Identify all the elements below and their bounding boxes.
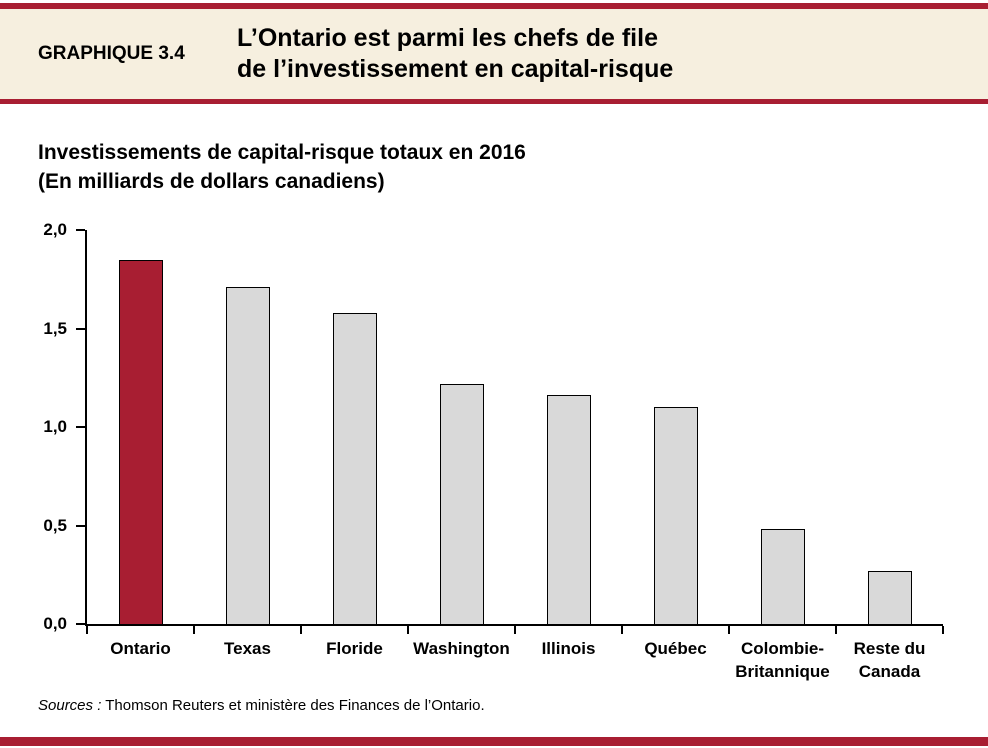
bar-colombie-britannique: [760, 529, 805, 624]
x-axis-label-texas: Texas: [224, 639, 271, 658]
y-axis-tick-label: 1,0: [43, 417, 67, 436]
x-axis-label-floride: Floride: [326, 639, 383, 658]
y-axis-tick: [76, 524, 85, 527]
page-bottom-rule: [0, 737, 988, 746]
figure-title-line1: L’Ontario est parmi les chefs de file: [237, 24, 658, 52]
y-axis-tick-label: 2,0: [43, 220, 67, 239]
bar-reste-du-canada: [867, 570, 912, 624]
x-axis-label-washington: Washington: [413, 639, 510, 658]
header-top-rule: [0, 3, 988, 9]
y-axis-tick: [76, 623, 85, 625]
bar-illinois: [546, 395, 591, 624]
y-axis-tick: [76, 327, 85, 330]
source-text: Thomson Reuters et ministère des Finance…: [101, 697, 485, 714]
x-axis-tick: [835, 626, 837, 634]
x-axis-label-quebec: Québec: [644, 639, 707, 658]
chart-subtitle-line1: Investissements de capital-risque totaux…: [38, 141, 526, 164]
header-band: GRAPHIQUE 3.4 L’Ontario est parmi les ch…: [0, 9, 988, 99]
x-axis-label-ontario: Ontario: [110, 639, 171, 658]
x-axis-tick: [728, 626, 730, 634]
source-note: Sources : Thomson Reuters et ministère d…: [38, 697, 485, 714]
chart-subtitle: Investissements de capital-risque totaux…: [38, 138, 526, 196]
x-axis-label-colombie-britannique: Colombie- Britannique: [735, 639, 830, 681]
x-axis-label-illinois: Illinois: [541, 639, 596, 658]
y-axis-tick-label: 1,5: [43, 318, 67, 338]
figure-title-line2: de l’investissement en capital-risque: [237, 55, 674, 83]
x-axis-tick: [942, 626, 944, 634]
bar-washington: [439, 383, 484, 624]
y-axis-tick-label: 0,5: [43, 515, 67, 535]
y-axis-tick-label: 0,0: [43, 614, 67, 633]
plot-area: 0,0 0,5 1,0 1,5 2,0 Ontario Texas Floride Washin…: [43, 220, 944, 681]
bar-floride: [332, 312, 377, 624]
x-axis-tick: [86, 626, 88, 634]
y-axis-tick: [76, 229, 85, 231]
figure-title: L’Ontario est parmi les chefs de file de…: [237, 23, 673, 85]
x-axis-label-reste-du-canada: Reste du Canada: [853, 639, 926, 681]
source-label: Sources :: [38, 697, 102, 714]
x-axis-tick: [621, 626, 623, 634]
figure-header: GRAPHIQUE 3.4 L’Ontario est parmi les ch…: [0, 3, 988, 104]
header-bottom-rule: [0, 99, 988, 104]
chart-subtitle-line2: (En milliards de dollars canadiens): [38, 170, 385, 193]
x-axis-tick: [407, 626, 409, 634]
x-axis-tick: [300, 626, 302, 634]
bar-quebec: [653, 407, 698, 624]
bar-texas: [225, 287, 270, 624]
y-axis-tick: [76, 426, 85, 428]
x-axis-tick: [193, 626, 195, 634]
figure-number: GRAPHIQUE 3.4: [38, 43, 185, 64]
bar-ontario: [118, 259, 163, 624]
x-axis-tick: [514, 626, 516, 634]
